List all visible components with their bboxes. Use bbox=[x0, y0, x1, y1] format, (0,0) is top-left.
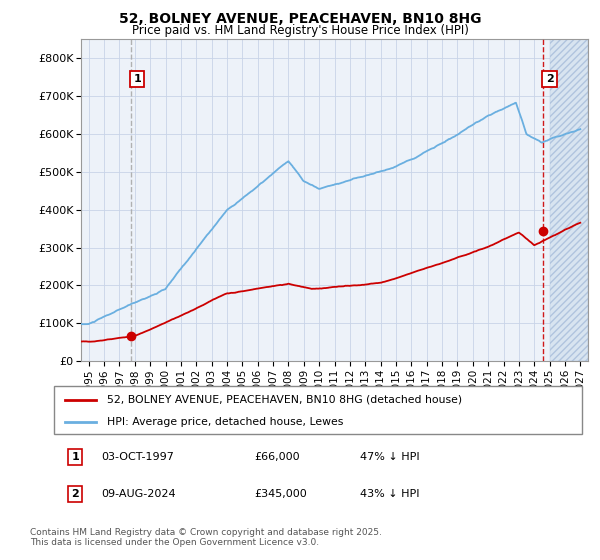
Text: 2: 2 bbox=[546, 74, 554, 84]
FancyBboxPatch shape bbox=[54, 386, 582, 434]
Text: 47% ↓ HPI: 47% ↓ HPI bbox=[360, 452, 420, 462]
Text: 2: 2 bbox=[71, 489, 79, 498]
Text: Price paid vs. HM Land Registry's House Price Index (HPI): Price paid vs. HM Land Registry's House … bbox=[131, 24, 469, 37]
Text: HPI: Average price, detached house, Lewes: HPI: Average price, detached house, Lewe… bbox=[107, 417, 343, 427]
Text: 52, BOLNEY AVENUE, PEACEHAVEN, BN10 8HG: 52, BOLNEY AVENUE, PEACEHAVEN, BN10 8HG bbox=[119, 12, 481, 26]
Text: 43% ↓ HPI: 43% ↓ HPI bbox=[360, 489, 420, 498]
Bar bbox=[550, 39, 588, 361]
Text: 1: 1 bbox=[71, 452, 79, 462]
Text: 03-OCT-1997: 03-OCT-1997 bbox=[101, 452, 175, 462]
Text: Contains HM Land Registry data © Crown copyright and database right 2025.
This d: Contains HM Land Registry data © Crown c… bbox=[30, 528, 382, 547]
Text: 09-AUG-2024: 09-AUG-2024 bbox=[101, 489, 176, 498]
Text: 52, BOLNEY AVENUE, PEACEHAVEN, BN10 8HG (detached house): 52, BOLNEY AVENUE, PEACEHAVEN, BN10 8HG … bbox=[107, 395, 462, 405]
Text: £345,000: £345,000 bbox=[254, 489, 307, 498]
Text: 1: 1 bbox=[133, 74, 141, 84]
Text: £66,000: £66,000 bbox=[254, 452, 300, 462]
